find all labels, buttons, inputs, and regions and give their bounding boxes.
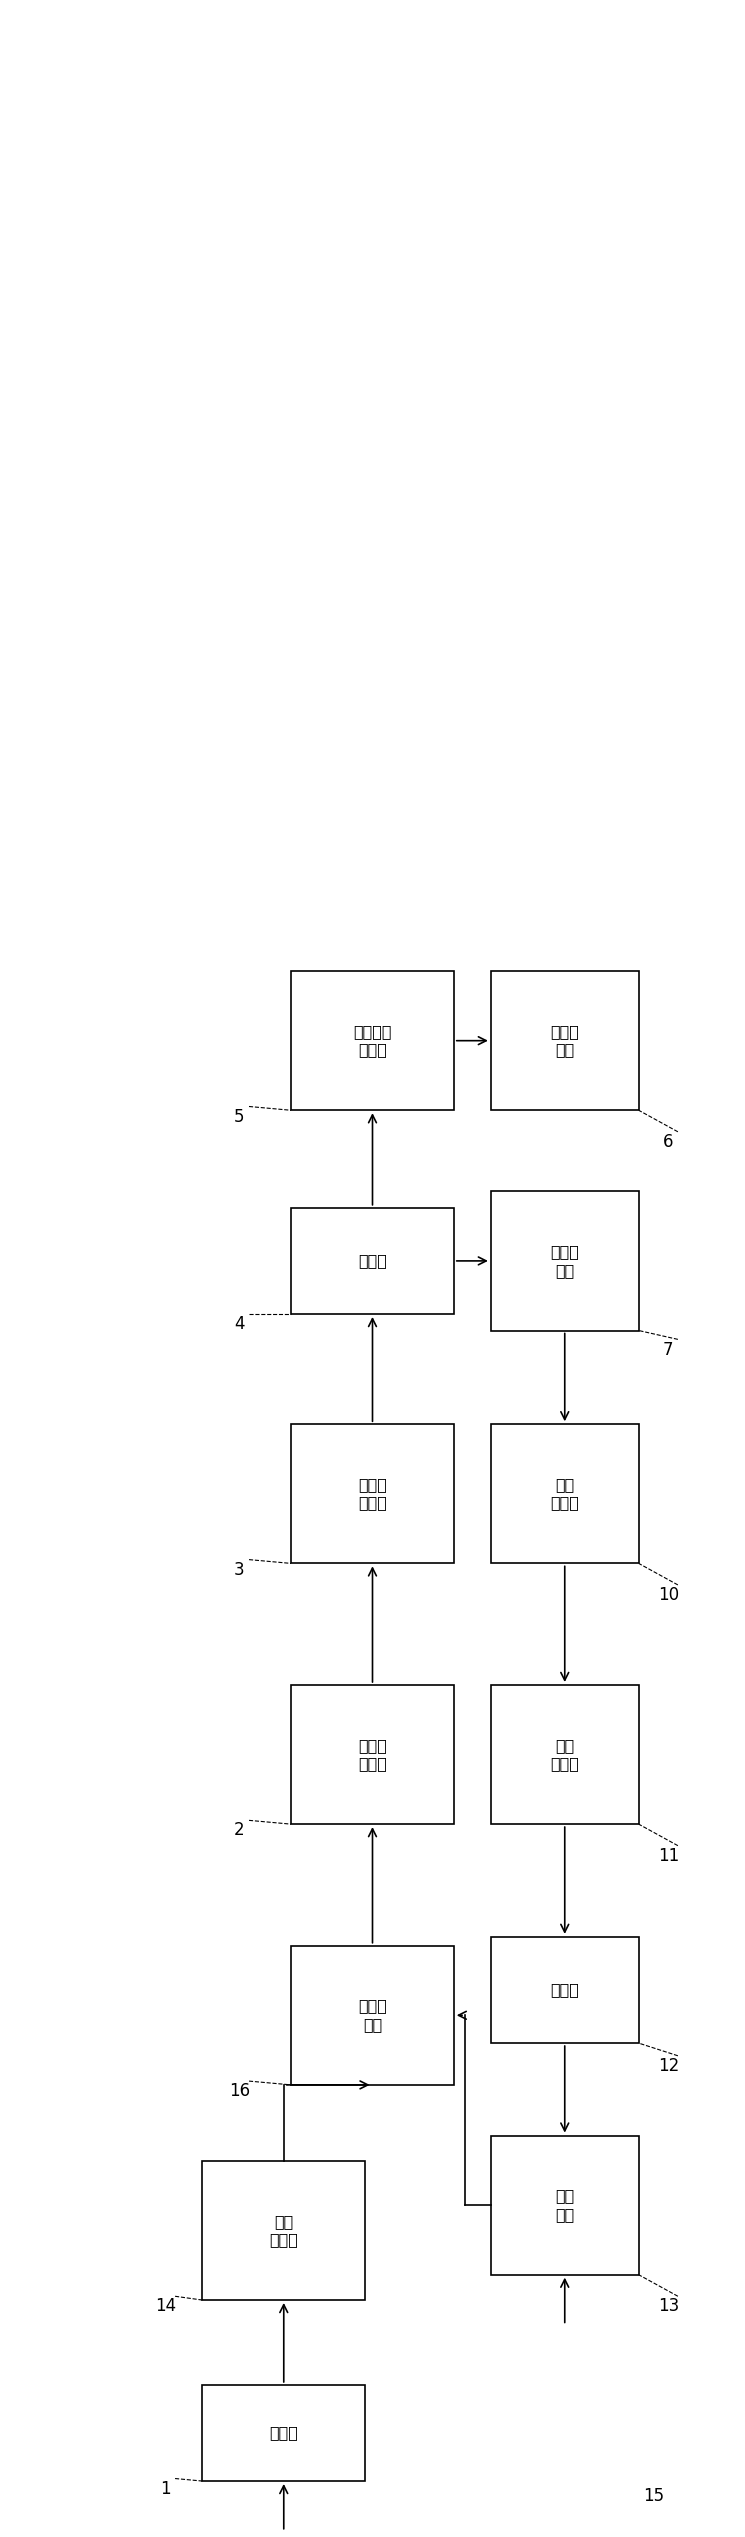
Text: 硫磺成
型设施: 硫磺成 型设施 — [358, 1477, 387, 1510]
Bar — [491, 1423, 638, 1563]
Text: 输送
管道: 输送 管道 — [555, 2189, 574, 2222]
Bar — [291, 1946, 454, 2085]
Text: 12: 12 — [658, 2058, 679, 2075]
Text: 10: 10 — [658, 1586, 679, 1603]
Text: 13: 13 — [658, 2299, 679, 2316]
Text: 硫磺颗粒
成品斗: 硫磺颗粒 成品斗 — [353, 1025, 392, 1058]
Text: 11: 11 — [658, 1847, 679, 1865]
Text: 预结晶
设施: 预结晶 设施 — [358, 1999, 387, 2032]
Bar — [491, 1685, 638, 1824]
Text: 热风
干燥机: 热风 干燥机 — [551, 1738, 579, 1771]
Text: 输送机: 输送机 — [551, 1981, 579, 1997]
Bar — [291, 972, 454, 1111]
Text: 5: 5 — [234, 1109, 244, 1126]
Text: 14: 14 — [155, 2299, 176, 2316]
Text: 细粉硫
料斗: 细粉硫 料斗 — [551, 1243, 579, 1279]
Text: 3: 3 — [234, 1560, 244, 1578]
Text: 2: 2 — [234, 1822, 244, 1839]
Bar — [203, 2385, 365, 2481]
Bar — [491, 2136, 638, 2276]
Bar — [291, 1423, 454, 1563]
Bar — [491, 972, 638, 1111]
Text: 15: 15 — [643, 2486, 664, 2504]
Text: 硫磺给
料装置: 硫磺给 料装置 — [358, 1738, 387, 1771]
Bar — [291, 1208, 454, 1314]
Text: 液硫泵: 液硫泵 — [270, 2425, 298, 2441]
Text: 16: 16 — [229, 2083, 250, 2101]
Text: 液硫
换热器: 液硫 换热器 — [270, 2215, 298, 2248]
Text: 1: 1 — [160, 2479, 171, 2496]
Text: 包装机
料仓: 包装机 料仓 — [551, 1025, 579, 1058]
Bar — [291, 1685, 454, 1824]
Bar — [491, 1192, 638, 1329]
Bar — [203, 2162, 365, 2301]
Text: 6: 6 — [663, 1134, 673, 1152]
Bar — [491, 1936, 638, 2042]
Text: 4: 4 — [234, 1314, 244, 1332]
Text: 7: 7 — [663, 1340, 673, 1357]
Text: 振动筛: 振动筛 — [358, 1253, 387, 1268]
Text: 沉淀
分离罐: 沉淀 分离罐 — [551, 1477, 579, 1510]
